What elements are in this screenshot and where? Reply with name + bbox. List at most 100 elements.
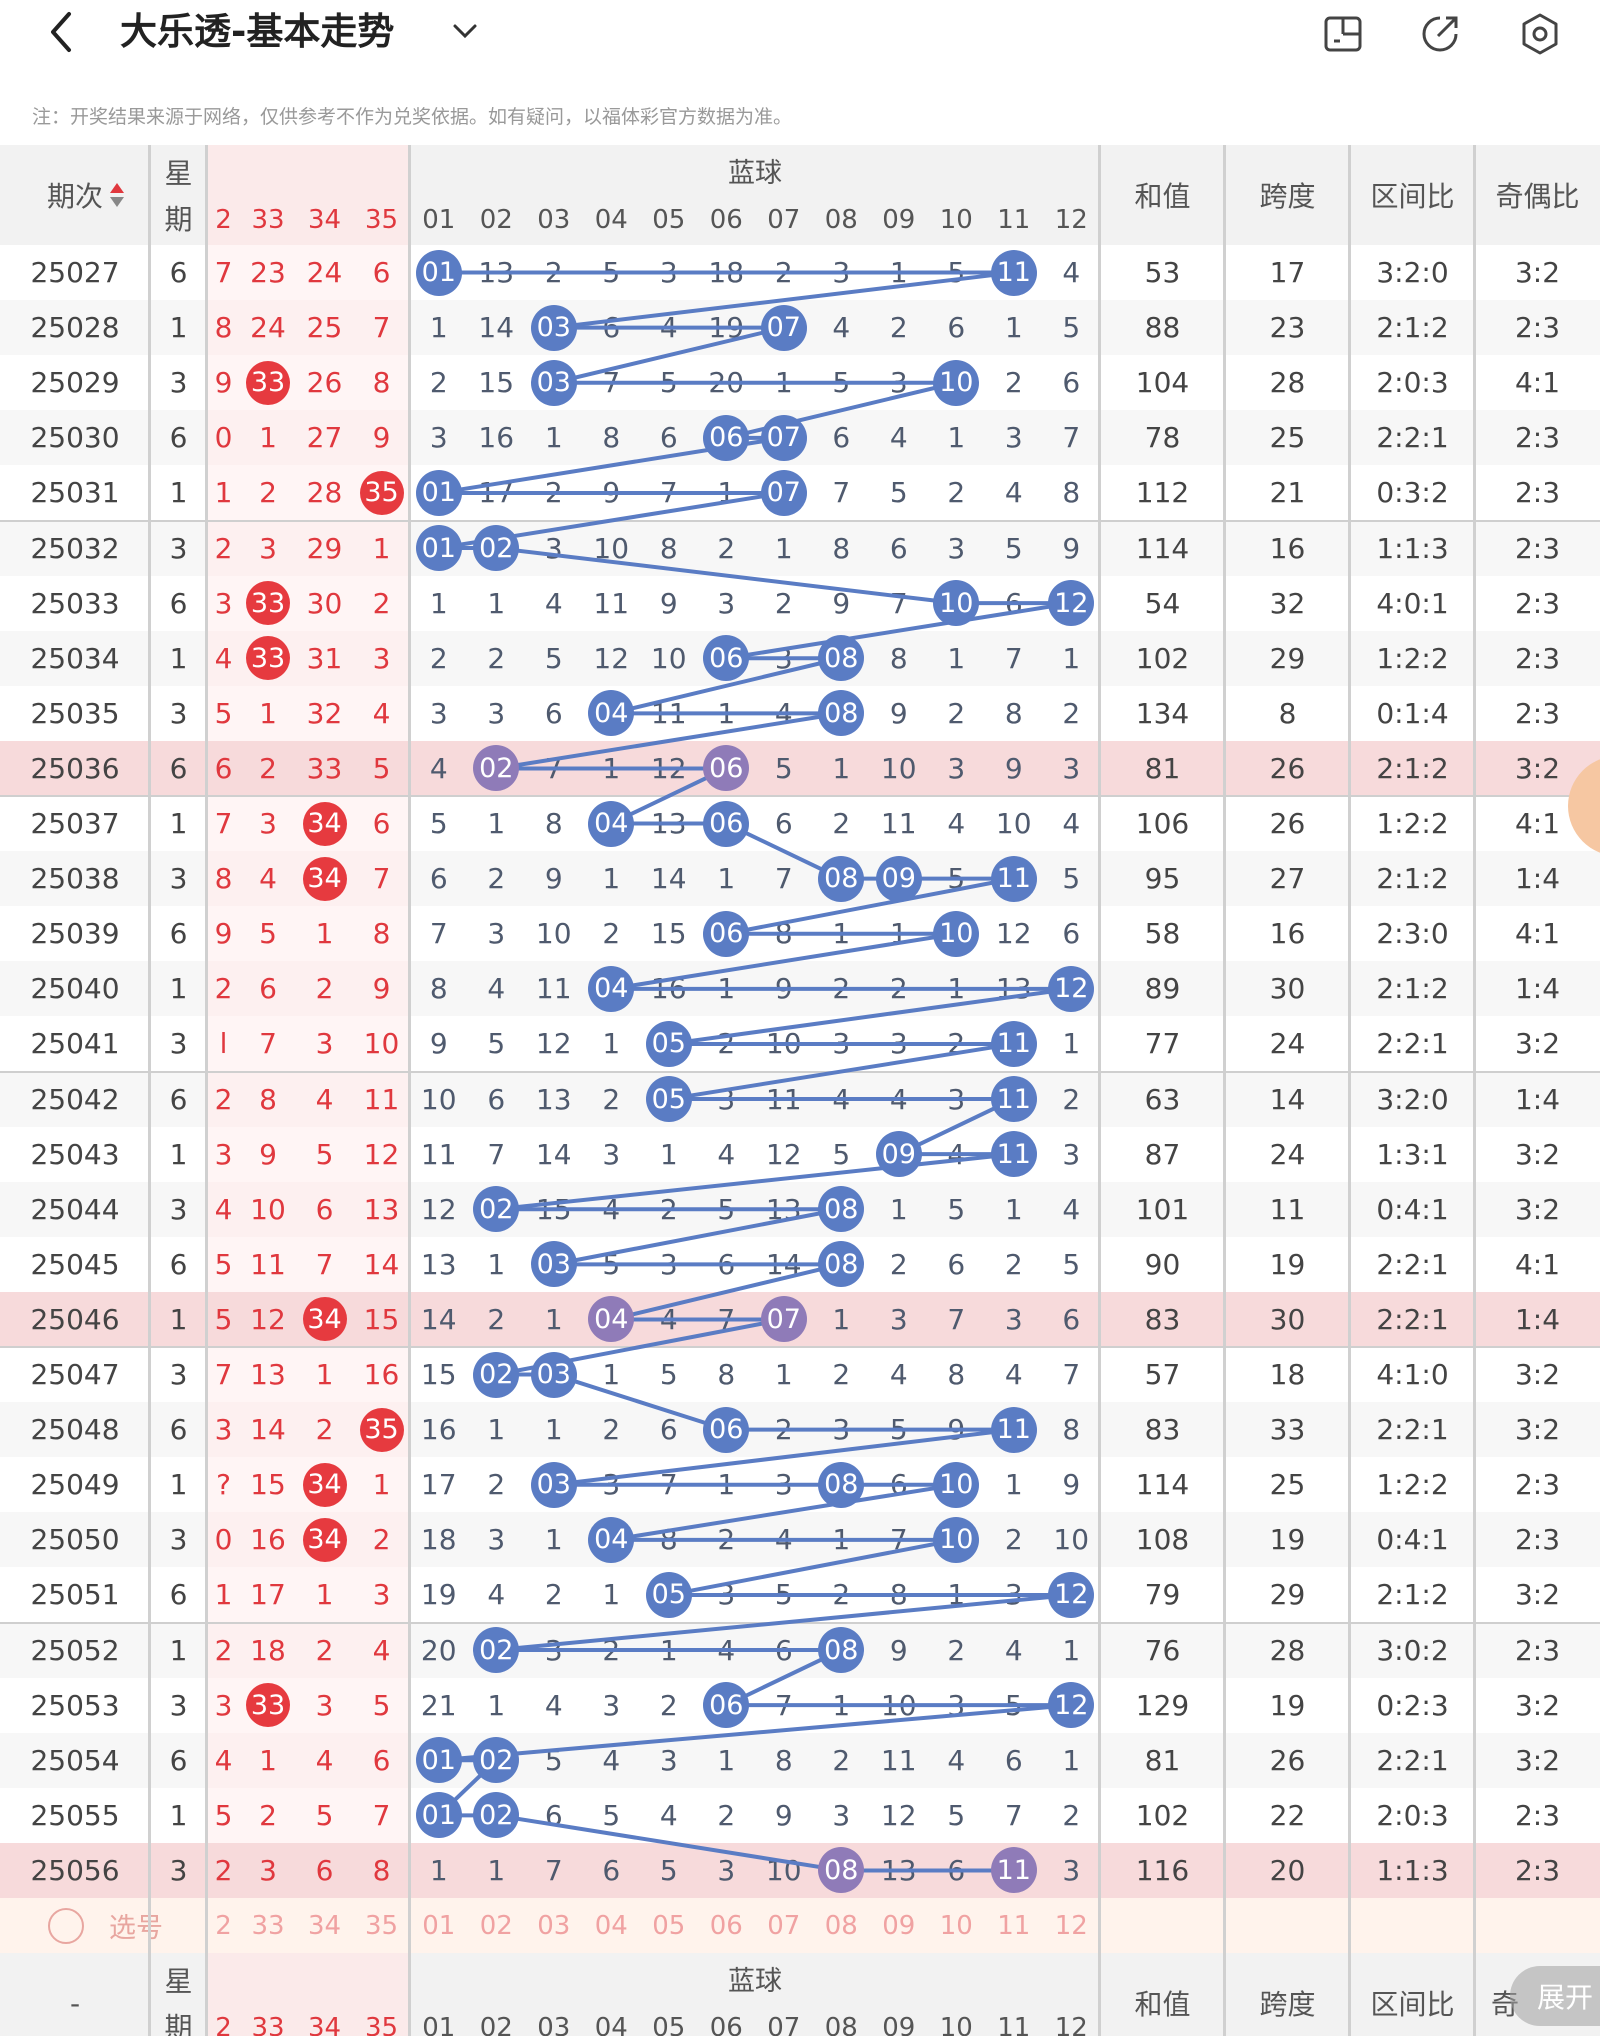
red-miss-cell: 14 [363,1247,400,1281]
week-cell: 6 [169,1743,188,1777]
blue-ball[interactable]: 08 [818,635,865,682]
select-number-label[interactable]: 选号 [109,1913,163,1945]
red-miss-cell: 5 [259,917,277,951]
blue-miss-cell: 6 [947,311,966,345]
blue-miss-cell: 3 [947,751,966,785]
select-blue-number[interactable]: 08 [824,1910,858,1941]
select-blue-number[interactable]: 03 [537,1910,571,1941]
blue-ball[interactable]: 03 [530,1241,577,1288]
blue-ball[interactable]: 02 [473,1737,520,1784]
zone-ratio-header: 区间比 [1370,180,1455,213]
blue-ball[interactable]: 07 [760,304,807,351]
blue-ball[interactable]: 02 [473,745,520,792]
select-blue-number[interactable]: 05 [652,1910,686,1941]
blue-ball[interactable]: 11 [990,1131,1037,1178]
select-blue-number[interactable]: 04 [594,1910,628,1941]
blue-ball[interactable]: 08 [818,1461,865,1508]
blue-ball[interactable]: 08 [818,1241,865,1288]
blue-ball[interactable]: 02 [473,1792,520,1839]
blue-ball[interactable]: 01 [415,525,462,572]
sort-up-icon[interactable] [110,183,124,193]
blue-ball[interactable]: 10 [933,1461,980,1508]
blue-ball[interactable]: 01 [415,1737,462,1784]
trend-line-segment [553,1207,842,1267]
blue-ball[interactable]: 06 [703,1406,750,1453]
blue-ball[interactable]: 08 [818,690,865,737]
blue-ball[interactable]: 12 [1048,1682,1095,1729]
blue-ball[interactable]: 04 [588,965,635,1012]
blue-ball[interactable]: 01 [415,1792,462,1839]
blue-ball[interactable]: 01 [415,469,462,516]
blue-ball[interactable]: 12 [1048,580,1095,627]
blue-ball[interactable]: 12 [1048,1571,1095,1618]
week-cell: 1 [169,1798,188,1832]
page-title[interactable]: 大乐透-基本走势 [120,10,395,53]
blue-ball[interactable]: 08 [818,1847,865,1894]
blue-ball[interactable]: 02 [473,1186,520,1233]
blue-ball[interactable]: 02 [473,1627,520,1674]
select-blue-number[interactable]: 11 [997,1910,1031,1941]
share-button[interactable] [1416,10,1464,58]
blue-ball[interactable]: 02 [473,1351,520,1398]
select-blue-number[interactable]: 09 [882,1910,916,1941]
blue-ball[interactable]: 09 [875,855,922,902]
select-blue-number[interactable]: 06 [709,1910,743,1941]
blue-ball[interactable]: 08 [818,855,865,902]
blue-ball[interactable]: 11 [990,855,1037,902]
odd-even-cell: 3:2 [1514,1413,1561,1447]
blue-ball[interactable]: 11 [990,1847,1037,1894]
blue-ball[interactable]: 04 [588,1516,635,1563]
select-blue-number[interactable]: 10 [939,1910,973,1941]
blue-ball[interactable]: 12 [1048,965,1095,1012]
blue-ball[interactable]: 04 [588,690,635,737]
blue-ball[interactable]: 06 [703,1682,750,1729]
blue-ball[interactable]: 03 [530,1461,577,1508]
blue-ball[interactable]: 03 [530,1351,577,1398]
blue-ball[interactable]: 10 [933,1516,980,1563]
blue-ball[interactable]: 07 [760,1296,807,1343]
blue-ball[interactable]: 11 [990,1076,1037,1123]
select-blue-number[interactable]: 02 [479,1910,513,1941]
blue-ball[interactable]: 06 [703,800,750,847]
back-button[interactable] [42,10,82,54]
blue-ball[interactable]: 05 [645,1076,692,1123]
blue-ball[interactable]: 11 [990,249,1037,296]
blue-ball[interactable]: 03 [530,304,577,351]
blue-ball[interactable]: 11 [990,1020,1037,1067]
blue-ball[interactable]: 01 [415,249,462,296]
blue-ball[interactable]: 10 [933,910,980,957]
blue-ball[interactable]: 10 [933,580,980,627]
select-red-number[interactable]: 2 [215,1910,232,1941]
blue-ball[interactable]: 07 [760,469,807,516]
layout-button[interactable] [1320,10,1368,58]
blue-ball[interactable]: 06 [703,635,750,682]
blue-ball[interactable]: 10 [933,359,980,406]
blue-ball[interactable]: 07 [760,414,807,461]
blue-ball[interactable]: 11 [990,1406,1037,1453]
blue-ball[interactable]: 06 [703,414,750,461]
expand-button[interactable]: 展开 [1510,1966,1600,2026]
select-red-number[interactable]: 35 [364,1910,399,1941]
sort-down-icon[interactable] [110,197,124,207]
blue-ball[interactable]: 08 [818,1627,865,1674]
blue-ball[interactable]: 02 [473,525,520,572]
select-blue-number[interactable]: 07 [767,1910,801,1941]
blue-ball[interactable]: 05 [645,1571,692,1618]
select-radio-icon[interactable] [48,1907,84,1944]
blue-ball[interactable]: 08 [818,1186,865,1233]
select-blue-number[interactable]: 12 [1054,1910,1088,1941]
blue-miss-cell: 9 [774,1798,793,1832]
blue-ball[interactable]: 03 [530,359,577,406]
select-red-number[interactable]: 33 [251,1910,285,1941]
title-dropdown-button[interactable] [450,14,480,50]
period-header[interactable]: 期次 [46,180,103,213]
settings-button[interactable] [1516,10,1564,58]
select-red-number[interactable]: 34 [307,1910,342,1941]
select-blue-number[interactable]: 01 [422,1910,456,1941]
blue-ball[interactable]: 06 [703,910,750,957]
blue-ball[interactable]: 06 [703,745,750,792]
blue-ball[interactable]: 09 [875,1131,922,1178]
blue-ball[interactable]: 04 [588,800,635,847]
blue-ball[interactable]: 04 [588,1296,635,1343]
blue-ball[interactable]: 05 [645,1020,692,1067]
